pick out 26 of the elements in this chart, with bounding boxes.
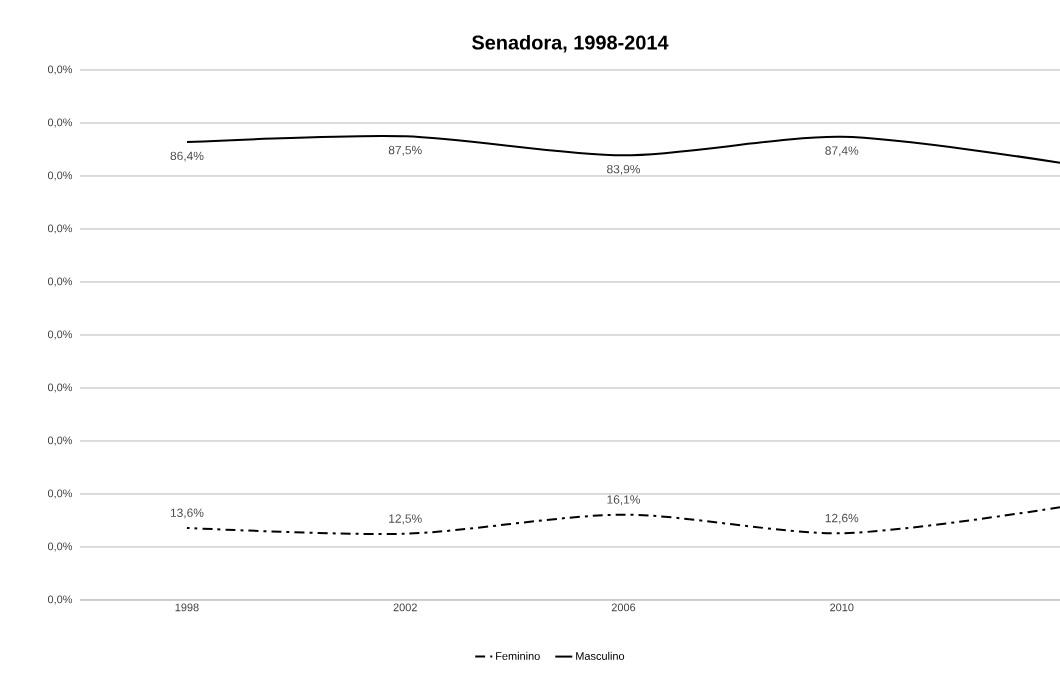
x-tick-label: 2010 xyxy=(830,603,854,612)
x-tick-label: 2002 xyxy=(393,603,417,612)
x-tick-label: 1998 xyxy=(175,603,199,612)
text: 0,0% xyxy=(47,224,73,234)
legend-label: Feminino xyxy=(496,651,540,660)
text: 0,0% xyxy=(47,171,73,181)
text: 0,0% xyxy=(47,118,73,128)
chart-title: Senadora, 1998-2014 xyxy=(472,34,669,53)
text: 0,0% xyxy=(47,436,73,446)
text: 0,0% xyxy=(47,595,73,605)
data-label: 12,6% xyxy=(825,513,859,524)
data-label: 87,4% xyxy=(825,146,859,157)
data-label: 12,5% xyxy=(389,514,422,525)
data-label: 13,6% xyxy=(170,508,204,519)
text: 0,0% xyxy=(47,65,73,75)
text: 0,0% xyxy=(47,383,73,393)
text: 0,0% xyxy=(47,330,73,340)
x-tick-label: 2006 xyxy=(611,603,636,612)
data-label: 86,4% xyxy=(170,151,204,162)
legend-label: Masculino xyxy=(576,651,625,660)
text: 0,0% xyxy=(47,277,73,287)
text: 0,0% xyxy=(47,489,73,499)
text: 0,0% xyxy=(47,542,73,552)
data-label: 16,1% xyxy=(607,495,641,506)
data-label: 87,5% xyxy=(388,145,422,156)
data-label: 83,9% xyxy=(607,164,641,175)
